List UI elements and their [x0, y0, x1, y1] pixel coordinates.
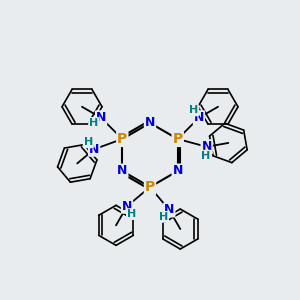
- Text: N: N: [145, 116, 155, 130]
- Text: N: N: [89, 143, 99, 156]
- Text: H: H: [127, 209, 136, 219]
- Text: N: N: [172, 164, 183, 178]
- Text: P: P: [172, 132, 183, 146]
- Text: P: P: [145, 180, 155, 194]
- Text: H: H: [89, 118, 98, 128]
- Text: N: N: [96, 111, 106, 124]
- Text: H: H: [189, 105, 198, 116]
- Text: N: N: [122, 200, 132, 213]
- Text: H: H: [201, 151, 211, 161]
- Text: N: N: [117, 164, 128, 178]
- Text: H: H: [84, 137, 93, 147]
- Text: P: P: [117, 132, 128, 146]
- Text: N: N: [202, 140, 212, 153]
- Text: H: H: [159, 212, 168, 222]
- Text: N: N: [194, 111, 204, 124]
- Text: N: N: [164, 203, 175, 217]
